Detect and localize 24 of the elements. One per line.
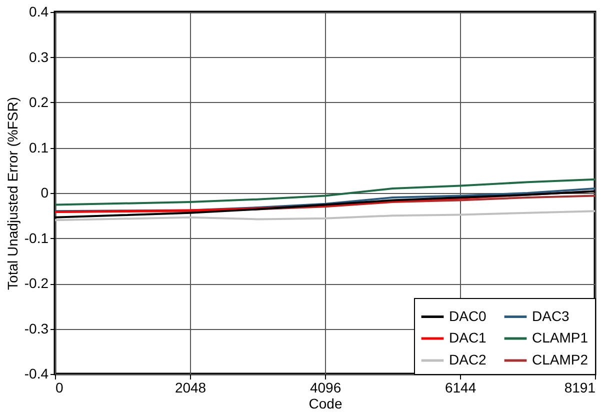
y-tick-label: 0.2 <box>29 94 49 110</box>
y-tick-label: 0 <box>40 184 49 200</box>
y-axis-title: Total Unadjusted Error (%FSR) <box>4 97 20 290</box>
y-tick-label: -0.4 <box>24 366 49 382</box>
x-tick-label: 8191 <box>564 380 596 396</box>
y-tick-label: -0.1 <box>24 230 49 246</box>
x-tick-label: 4096 <box>310 380 342 396</box>
line-series <box>54 210 596 222</box>
x-tick-label: 0 <box>56 380 64 396</box>
x-tick-label: 2048 <box>174 380 206 396</box>
y-tick-label: 0.3 <box>29 48 49 65</box>
legend-label: DAC1 <box>449 330 487 346</box>
line-series <box>54 178 596 206</box>
legend-label: DAC0 <box>449 308 487 324</box>
y-tick-label: 0.4 <box>29 4 49 20</box>
y-tick-label: 0.1 <box>29 139 49 156</box>
legend-label: CLAMP2 <box>532 352 588 368</box>
legend-label: DAC3 <box>532 308 570 324</box>
legend-label: DAC2 <box>449 352 487 368</box>
legend-label: CLAMP1 <box>532 330 588 346</box>
x-axis-title: Code <box>308 396 342 412</box>
y-tick-label: -0.2 <box>24 275 49 291</box>
x-tick-label: 6144 <box>444 380 476 396</box>
y-tick-label: -0.3 <box>24 320 49 336</box>
